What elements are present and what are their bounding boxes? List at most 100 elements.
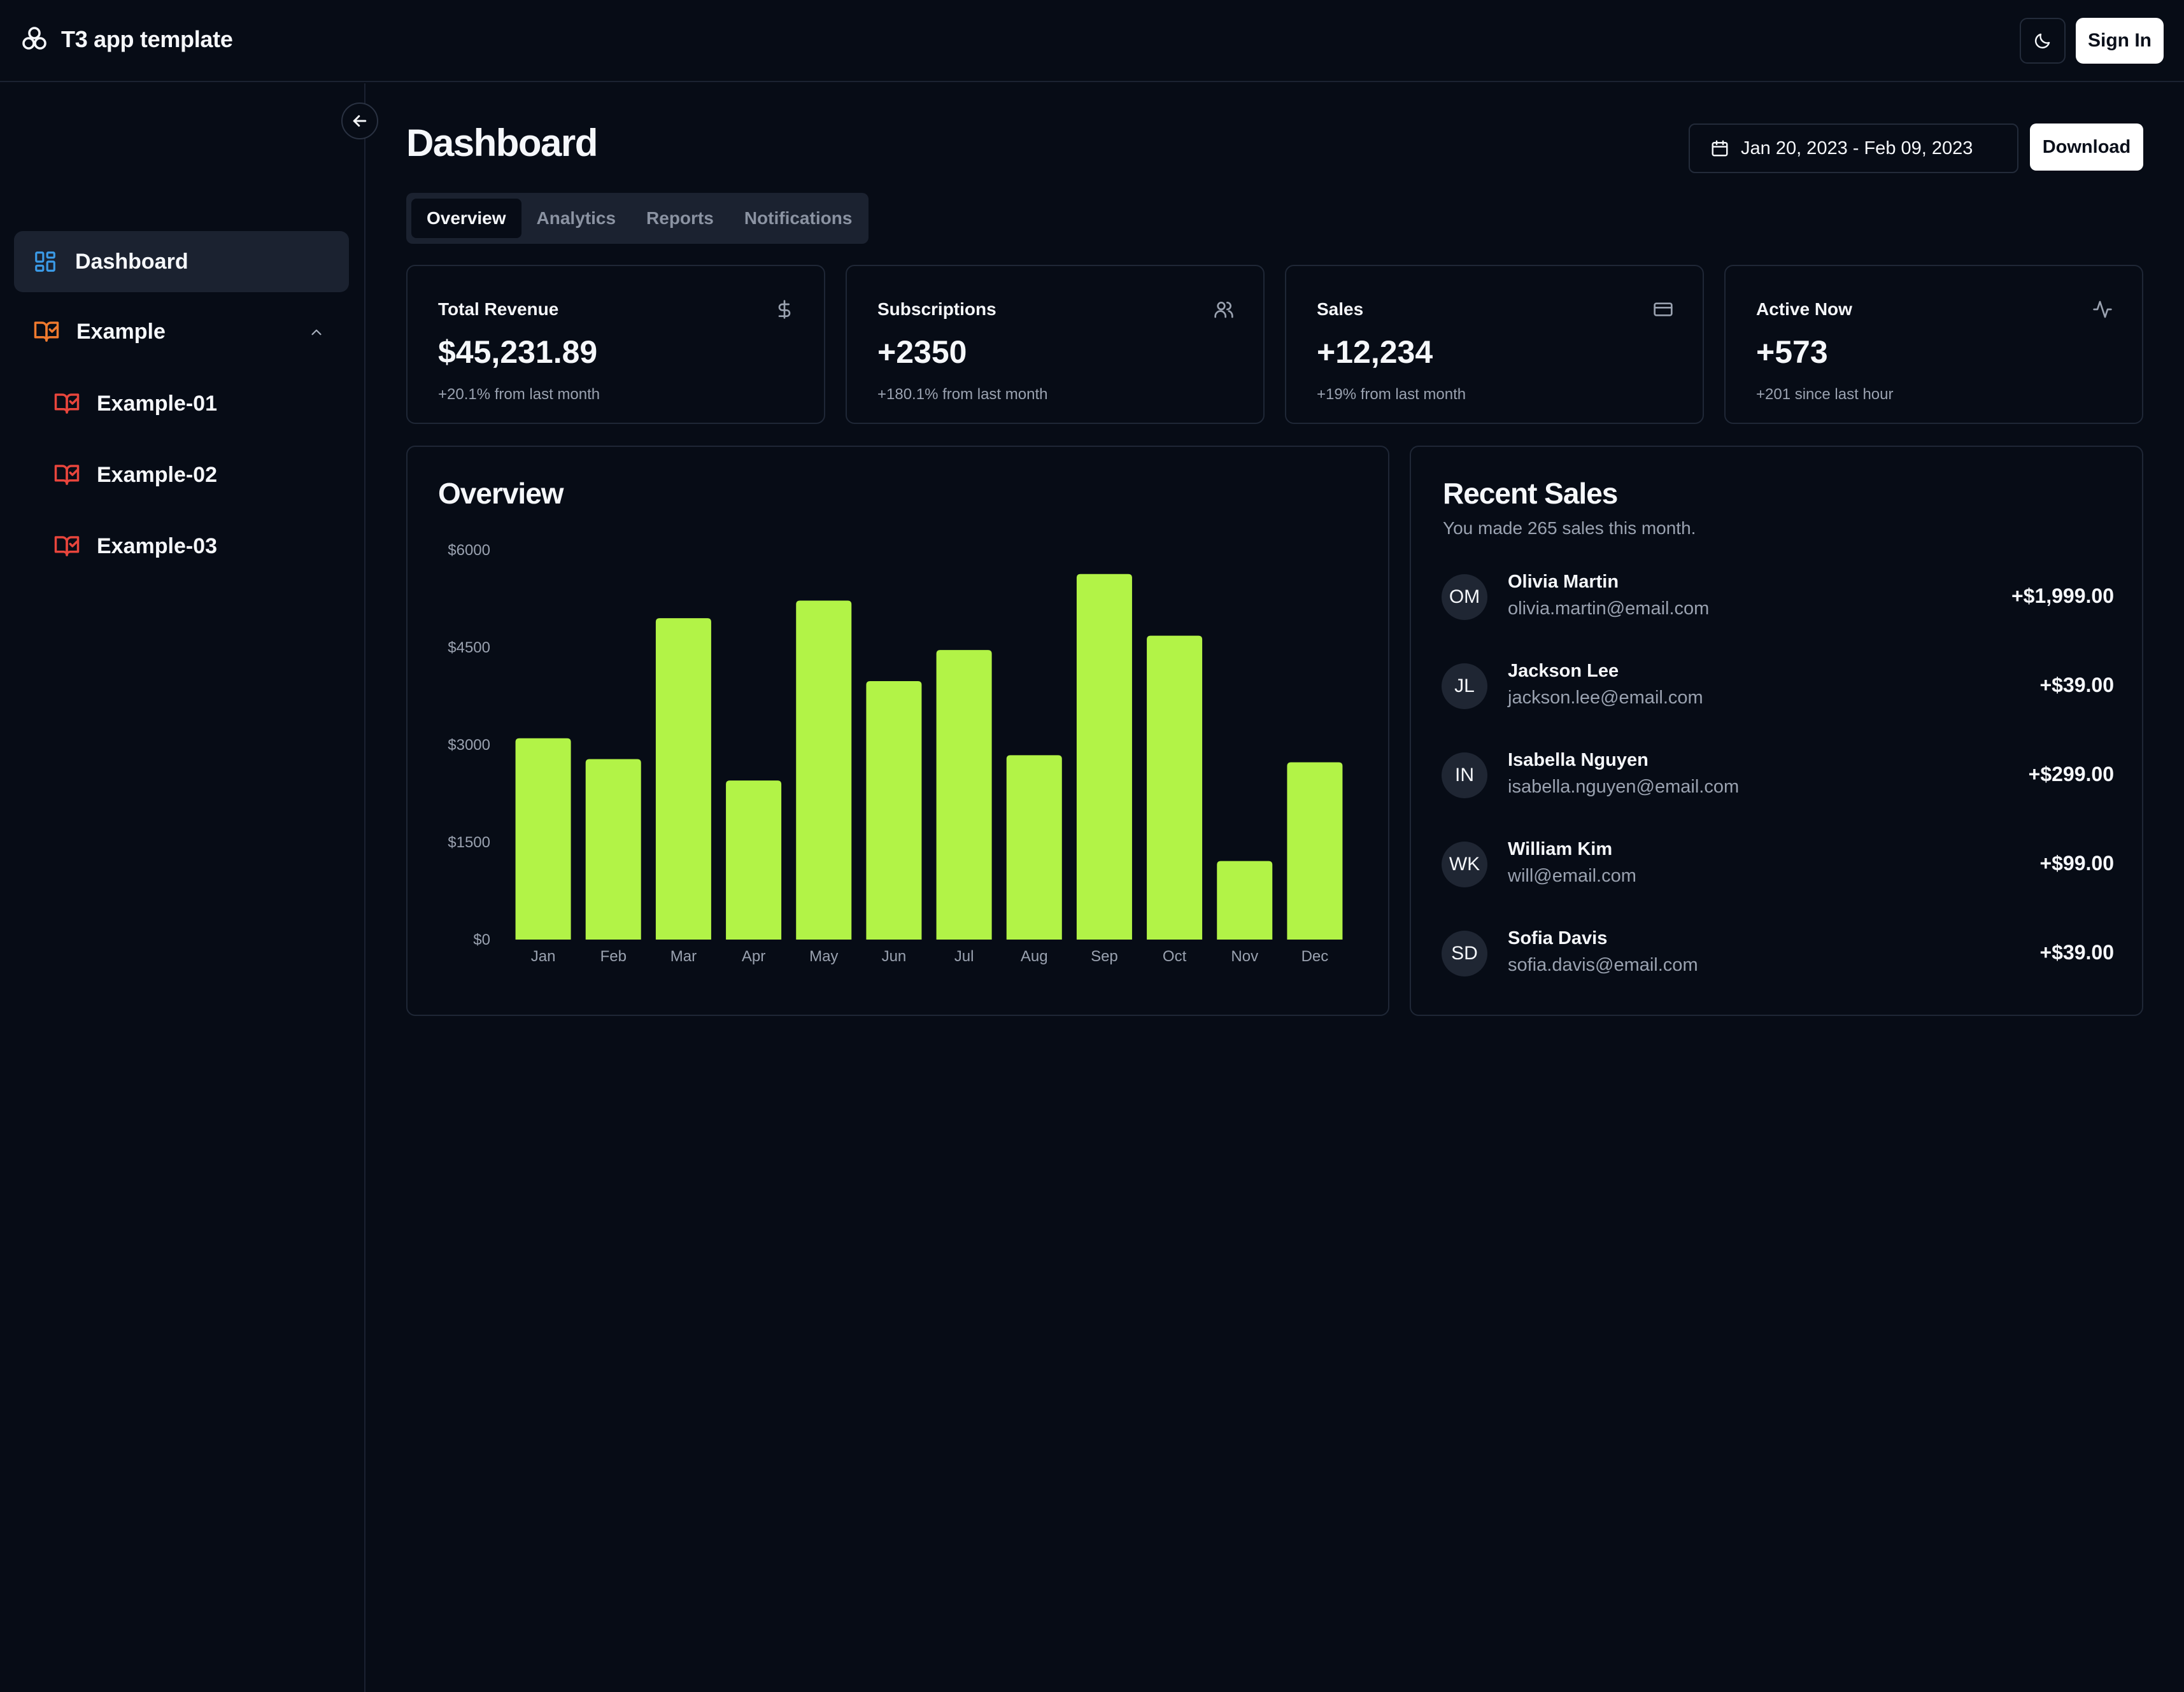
bar-oct[interactable]	[1147, 635, 1203, 940]
bar-aug[interactable]	[1006, 755, 1062, 940]
stat-title: Total Revenue	[438, 299, 559, 319]
tab-list: Overview Analytics Reports Notifications	[406, 193, 869, 244]
customer-email: will@email.com	[1508, 866, 1636, 886]
sidebar-item-example-03[interactable]: Example-03	[38, 516, 349, 577]
theme-toggle-button[interactable]	[2020, 18, 2066, 64]
stat-value: +12,234	[1317, 334, 1433, 370]
collapse-sidebar-button[interactable]	[341, 102, 378, 139]
arrow-left-icon	[353, 115, 367, 127]
book-check-icon	[54, 536, 80, 556]
y-tick-label: $3000	[448, 737, 490, 754]
bar-nov[interactable]	[1217, 861, 1273, 940]
sidebar-item-example[interactable]: Example	[14, 301, 349, 362]
tab-notifications[interactable]: Notifications	[744, 208, 853, 228]
sidebar-item-label: Example-03	[97, 533, 217, 558]
bar-jul[interactable]	[936, 650, 992, 940]
stat-card-active-now: Active Now +573 +201 since last hour	[1724, 265, 2143, 424]
stat-subtext: +19% from last month	[1317, 386, 1466, 403]
x-tick-label: Mar	[670, 948, 697, 965]
list-item[interactable]: JL Jackson Lee jackson.lee@email.com +$3…	[1442, 654, 2114, 718]
page-title: Dashboard	[406, 122, 598, 164]
sale-amount: +$39.00	[2039, 941, 2114, 964]
customer-name: William Kim	[1508, 839, 1613, 859]
customer-name: Jackson Lee	[1508, 661, 1619, 681]
stat-title: Subscriptions	[877, 299, 996, 319]
chevron-up-icon[interactable]	[308, 324, 325, 341]
bar-jun[interactable]	[866, 681, 922, 940]
x-tick-label: Jun	[882, 948, 907, 965]
customer-email: isabella.nguyen@email.com	[1508, 777, 1740, 797]
stat-value: $45,231.89	[438, 334, 598, 370]
stat-card-total-revenue: Total Revenue $45,231.89 +20.1% from las…	[406, 265, 825, 424]
bar-dec[interactable]	[1287, 762, 1343, 940]
app-logo-icon	[22, 27, 46, 50]
recent-sales-subtitle: You made 265 sales this month.	[1443, 518, 1696, 538]
dollar-icon	[778, 300, 791, 319]
bar-may[interactable]	[796, 600, 852, 940]
customer-name: Sofia Davis	[1508, 928, 1608, 948]
avatar: JL	[1442, 663, 1487, 709]
stat-card-subscriptions: Subscriptions +2350 +180.1% from last mo…	[846, 265, 1265, 424]
x-tick-label: Apr	[742, 948, 765, 965]
customer-name: Olivia Martin	[1508, 572, 1619, 592]
sidebar-item-label: Example-02	[97, 462, 217, 487]
customer-email: sofia.davis@email.com	[1508, 955, 1698, 975]
sidebar-item-label: Example-01	[97, 391, 217, 416]
sidebar-item-dashboard[interactable]: Dashboard	[14, 231, 349, 292]
book-check-icon	[54, 465, 80, 485]
tab-overview[interactable]: Overview	[411, 199, 521, 238]
book-check-icon	[54, 393, 80, 414]
sidebar-item-label: Example	[76, 319, 166, 344]
x-tick-label: May	[809, 948, 838, 965]
y-tick-label: $0	[473, 931, 490, 948]
download-button[interactable]: Download	[2030, 123, 2143, 171]
stat-subtext: +201 since last hour	[1756, 386, 1894, 403]
sale-amount: +$1,999.00	[2011, 584, 2114, 607]
list-item[interactable]: IN Isabella Nguyen isabella.nguyen@email…	[1442, 744, 2114, 807]
stat-title: Active Now	[1756, 299, 1852, 319]
activity-icon	[2093, 300, 2112, 318]
sidebar: Dashboard Example Example-01 Example-02	[0, 83, 365, 1692]
stat-value: +573	[1756, 334, 1828, 370]
bar-feb[interactable]	[585, 759, 641, 940]
x-tick-label: Jul	[954, 948, 974, 965]
list-item[interactable]: SD Sofia Davis sofia.davis@email.com +$3…	[1442, 922, 2114, 985]
overview-card: Overview $0 $1500 $3000 $4500 $6000 Jan Feb Mar…	[406, 446, 1389, 1016]
avatar: SD	[1442, 931, 1487, 976]
dashboard-grid-icon	[35, 251, 55, 272]
customer-email: jackson.lee@email.com	[1508, 687, 1703, 708]
x-tick-label: Feb	[600, 948, 627, 965]
overview-title: Overview	[438, 477, 564, 510]
list-item[interactable]: WK William Kim will@email.com +$99.00	[1442, 833, 2114, 896]
customer-email: olivia.martin@email.com	[1508, 598, 1710, 619]
sale-amount: +$99.00	[2039, 852, 2114, 875]
bar-jan[interactable]	[515, 738, 571, 940]
top-header: T3 app template Sign In	[0, 0, 2184, 82]
x-tick-label: Aug	[1021, 948, 1048, 965]
stat-value: +2350	[877, 334, 967, 370]
list-item[interactable]: OM Olivia Martin olivia.martin@email.com…	[1442, 565, 2114, 629]
sidebar-item-example-02[interactable]: Example-02	[38, 444, 349, 505]
y-tick-label: $4500	[448, 639, 490, 656]
book-check-icon	[34, 321, 59, 342]
bar-mar[interactable]	[655, 618, 711, 940]
brand[interactable]: T3 app template	[19, 24, 233, 55]
sidebar-item-label: Dashboard	[75, 249, 188, 274]
sidebar-item-example-01[interactable]: Example-01	[38, 373, 349, 434]
calendar-icon	[1712, 140, 1728, 157]
x-tick-label: Sep	[1091, 948, 1118, 965]
app-title: T3 app template	[61, 26, 233, 52]
bar-apr[interactable]	[726, 780, 782, 940]
customer-name: Isabella Nguyen	[1508, 750, 1649, 770]
users-icon	[1214, 302, 1233, 318]
x-tick-label: Nov	[1231, 948, 1258, 965]
tab-analytics[interactable]: Analytics	[536, 208, 616, 228]
stat-subtext: +20.1% from last month	[438, 386, 600, 403]
y-tick-label: $6000	[448, 542, 490, 559]
bar-sep[interactable]	[1076, 574, 1132, 940]
sign-in-button[interactable]: Sign In	[2076, 18, 2164, 64]
date-range-picker[interactable]: Jan 20, 2023 - Feb 09, 2023	[1689, 123, 2018, 173]
stat-title: Sales	[1317, 299, 1364, 319]
x-tick-label: Dec	[1301, 948, 1329, 965]
tab-reports[interactable]: Reports	[646, 208, 714, 228]
